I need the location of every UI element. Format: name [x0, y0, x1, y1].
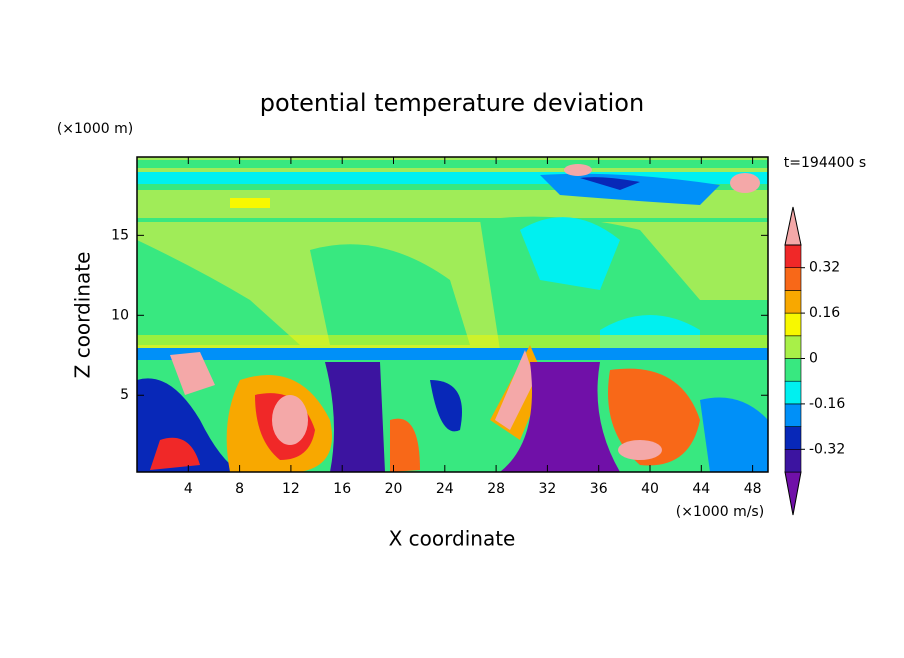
colorbar-tick-label: 0.16	[809, 305, 840, 321]
x-axis-label: X coordinate	[389, 527, 516, 551]
x-tick-label: 12	[282, 481, 300, 497]
x-unit: (×1000 m/s)	[676, 504, 764, 520]
colorbar-bin	[784, 448, 802, 473]
colorbar-bin	[784, 312, 802, 337]
x-tick-label: 36	[590, 481, 608, 497]
colorbar-tick-label: -0.32	[809, 441, 845, 457]
x-tick-label: 40	[641, 481, 659, 497]
colorbar-tick-label: 0.32	[809, 260, 840, 276]
y-tick-label: 5	[120, 387, 129, 403]
colorbar-bin	[784, 335, 802, 359]
x-tick-label: 24	[436, 481, 454, 497]
colorbar-triangle	[784, 471, 802, 516]
contour-field	[137, 157, 768, 472]
y-axis-label: Z coordinate	[71, 252, 95, 379]
colorbar-tick-label: 0	[809, 351, 818, 367]
x-tick-label: 4	[184, 481, 193, 497]
colorbar-triangle	[784, 206, 802, 246]
colorbar-tick-label: -0.16	[809, 396, 845, 412]
y-unit: (×1000 m)	[57, 121, 133, 137]
x-tick-label: 32	[538, 481, 556, 497]
colorbar-bin	[784, 267, 802, 291]
colorbar-bin	[784, 403, 802, 427]
annotation: t=194400 s	[784, 155, 866, 171]
y-tick-label: 15	[111, 227, 129, 243]
x-tick-label: 48	[744, 481, 762, 497]
colorbar-bin	[784, 380, 802, 405]
colorbar-bin	[784, 426, 802, 450]
x-tick-label: 20	[385, 481, 403, 497]
colorbar-bin	[784, 244, 802, 269]
x-tick-label: 16	[333, 481, 351, 497]
colorbar-bin	[784, 290, 802, 314]
plot-frame	[136, 156, 769, 473]
y-tick-label: 10	[111, 307, 129, 323]
x-tick-label: 8	[235, 481, 244, 497]
x-tick-label: 28	[487, 481, 505, 497]
colorbar-bin	[784, 358, 802, 382]
x-tick-label: 44	[692, 481, 710, 497]
chart-title: potential temperature deviation	[260, 89, 644, 117]
